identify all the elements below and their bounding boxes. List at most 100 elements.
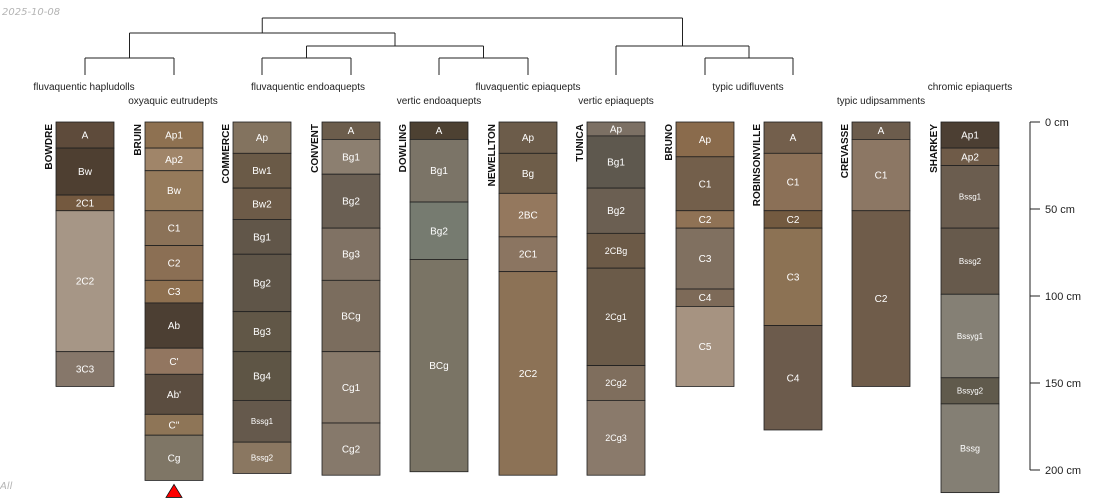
horizon-label: Bssg2 <box>959 257 982 266</box>
horizon-label: C2 <box>699 215 712 226</box>
horizon-newellton-ap <box>498 121 558 154</box>
horizon-label: Bssyg1 <box>957 332 984 341</box>
horizon-label: A <box>878 126 885 137</box>
horizon-tunica-2cg3 <box>586 399 646 476</box>
horizon-label: Ap2 <box>165 155 183 166</box>
horizon-label: 2BC <box>518 211 537 222</box>
horizon-label: Ab' <box>167 390 181 401</box>
horizon-label: Bw <box>78 167 93 178</box>
profile-name-commerce: COMMERCE <box>221 124 232 184</box>
horizon-tunica-2cg2 <box>586 365 646 401</box>
horizon-label: C1 <box>787 178 800 189</box>
taxon-label-fluvaquentic-hapludolls: fluvaquentic hapludolls <box>33 82 134 93</box>
horizon-bruno-c5 <box>675 306 735 387</box>
horizon-label: Ap <box>522 133 535 144</box>
marker-triangle-bruin <box>165 483 183 498</box>
horizon-bruno-c1 <box>675 156 735 212</box>
horizon-label: Cg1 <box>342 383 361 394</box>
taxon-label-typic-udifluvents: typic udifluvents <box>712 82 783 93</box>
horizon-label: Ap2 <box>961 152 979 163</box>
footer-mark: All <box>0 481 13 492</box>
horizon-sharkey-bssyg2 <box>940 377 1000 405</box>
horizon-bruin-cg <box>144 434 204 481</box>
horizon-label: 2Cg3 <box>605 433 627 443</box>
horizon-label: C'' <box>168 420 179 431</box>
horizon-commerce-bg1 <box>232 219 292 255</box>
horizon-sharkey-bssg <box>940 403 1000 494</box>
horizon-convent-bg1 <box>321 138 381 175</box>
horizon-convent-cg1 <box>321 351 381 424</box>
horizon-label: BCg <box>429 361 448 372</box>
horizon-bruin-c1 <box>144 210 204 246</box>
horizon-label: C1 <box>875 171 888 182</box>
horizon-label: Bssg1 <box>959 193 982 202</box>
horizon-newellton-bg <box>498 152 558 194</box>
horizon-label: 2C1 <box>519 250 538 261</box>
horizon-label: C' <box>169 357 178 368</box>
horizon-tunica-2cg1 <box>586 267 646 367</box>
horizon-label: Bg1 <box>430 166 448 177</box>
horizon-label: 2C2 <box>76 277 95 288</box>
horizon-label: C1 <box>168 224 181 235</box>
horizon-label: Bssg2 <box>251 454 274 463</box>
taxon-label-vertic-endoaquepts: vertic endoaquepts <box>397 96 482 107</box>
horizon-bruin-c2 <box>144 245 204 281</box>
profile-name-sharkey: SHARKEY <box>929 124 940 173</box>
horizon-sharkey-bssyg1 <box>940 293 1000 379</box>
horizon-crevasse-c1 <box>851 138 911 212</box>
horizon-label: Ab <box>168 321 181 332</box>
horizon-label: Bg2 <box>253 278 271 289</box>
horizon-bowdre-bw <box>55 147 115 196</box>
horizon-label: 2CBg <box>605 246 628 256</box>
horizon-commerce-bw1 <box>232 152 292 189</box>
horizon-label: Ap1 <box>961 131 979 142</box>
horizon-commerce-bg3 <box>232 311 292 353</box>
horizon-label: 2C2 <box>519 369 538 380</box>
horizon-commerce-bg2 <box>232 253 292 313</box>
horizon-sharkey-bssg1 <box>940 165 1000 229</box>
profile-name-bruno: BRUNO <box>664 124 675 161</box>
horizon-robinsonville-c1 <box>763 152 823 212</box>
horizon-label: Ap1 <box>165 131 183 142</box>
horizon-bruno-c3 <box>675 227 735 290</box>
date-stamp: 2025-10-08 <box>2 7 61 18</box>
profile-name-newellton: NEWELLTON <box>487 124 498 186</box>
horizon-label: C3 <box>168 287 181 298</box>
horizon-label: Cg <box>168 453 181 464</box>
horizon-convent-cg2 <box>321 422 381 476</box>
taxon-label-fluvaquentic-epiaquepts: fluvaquentic epiaquepts <box>475 82 580 93</box>
horizon-bruin-ap1 <box>144 121 204 149</box>
horizon-label: 2Cg1 <box>605 312 627 322</box>
horizon-robinsonville-c4 <box>763 325 823 431</box>
profile-name-bowdre: BOWDRE <box>44 124 55 170</box>
horizon-bruin-ab <box>144 373 204 415</box>
horizon-label: Bg1 <box>607 158 625 169</box>
profile-name-bruin: BRUIN <box>133 124 144 156</box>
horizon-bowdre-2c2 <box>55 210 115 353</box>
depth-tick-label: 100 cm <box>1045 291 1081 303</box>
depth-tick-label: 200 cm <box>1045 465 1081 477</box>
horizon-label: C5 <box>699 342 712 353</box>
horizon-label: Bg4 <box>253 372 271 383</box>
horizon-label: Bw <box>167 186 182 197</box>
horizon-label: Bg1 <box>253 232 271 243</box>
horizon-label: Cg2 <box>342 445 361 456</box>
depth-tick-label: 50 cm <box>1045 204 1075 216</box>
horizon-label: BCg <box>341 312 360 323</box>
depth-tick-label: 150 cm <box>1045 378 1081 390</box>
horizon-dowling-bcg <box>409 259 469 473</box>
horizon-label: Bg <box>522 169 534 180</box>
horizon-label: Bg2 <box>607 206 625 217</box>
horizon-newellton-2c2 <box>498 271 558 476</box>
taxon-label-vertic-epiaquepts: vertic epiaquepts <box>578 96 654 107</box>
horizon-label: Bg2 <box>430 226 448 237</box>
taxon-label-oxyaquic-eutrudepts: oxyaquic eutrudepts <box>128 96 218 107</box>
horizon-label: A <box>348 126 355 137</box>
horizon-label: A <box>790 133 797 144</box>
horizon-label: C1 <box>699 179 712 190</box>
horizon-tunica-bg2 <box>586 187 646 234</box>
horizon-label: Bssg1 <box>251 417 274 426</box>
horizon-label: 2Cg2 <box>605 378 627 388</box>
horizon-tunica-2cbg <box>586 232 646 269</box>
